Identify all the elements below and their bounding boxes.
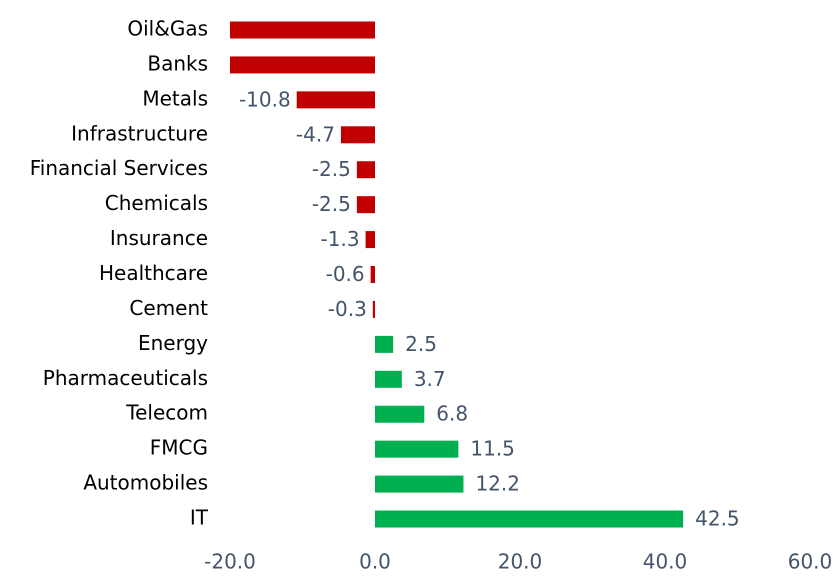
value-label: -10.8 xyxy=(239,87,291,111)
value-label: 12.2 xyxy=(475,472,520,496)
x-tick-label: -20.0 xyxy=(204,550,256,574)
value-label: -0.6 xyxy=(326,262,365,286)
bar xyxy=(375,335,394,353)
value-label: 2.5 xyxy=(405,332,437,356)
bar xyxy=(296,91,375,109)
bar xyxy=(375,440,459,458)
bar xyxy=(370,266,375,284)
bar xyxy=(340,126,375,144)
bar xyxy=(365,231,375,249)
bar xyxy=(356,196,375,214)
y-tick-label: Banks xyxy=(147,51,208,75)
y-tick-label: Chemicals xyxy=(105,191,208,215)
bar xyxy=(375,510,684,528)
x-tick-label: 20.0 xyxy=(498,550,543,574)
value-label: -1.3 xyxy=(321,227,360,251)
y-tick-label: IT xyxy=(190,506,209,530)
value-label: 11.5 xyxy=(470,437,515,461)
bar xyxy=(230,21,375,39)
bar xyxy=(230,56,375,74)
value-label: 42.5 xyxy=(695,507,740,531)
bar xyxy=(375,475,464,493)
y-tick-label: Insurance xyxy=(110,226,208,250)
x-tick-label: 0.0 xyxy=(359,550,391,574)
value-label: -2.5 xyxy=(312,157,351,181)
value-label: 3.7 xyxy=(414,367,446,391)
value-label: 6.8 xyxy=(436,402,468,426)
value-label: -2.5 xyxy=(312,192,351,216)
y-tick-label: Cement xyxy=(129,296,208,320)
bar xyxy=(375,405,425,423)
y-tick-label: Oil&Gas xyxy=(127,17,208,41)
y-tick-label: Automobiles xyxy=(83,471,208,495)
y-tick-label: Financial Services xyxy=(30,156,208,180)
y-tick-label: Healthcare xyxy=(99,261,208,285)
y-tick-label: Energy xyxy=(138,331,208,355)
y-tick-label: Pharmaceuticals xyxy=(43,366,208,390)
bar xyxy=(375,370,402,388)
y-tick-label: Telecom xyxy=(125,401,208,425)
y-tick-label: Metals xyxy=(142,86,208,110)
bar xyxy=(356,161,375,179)
y-tick-label: Infrastructure xyxy=(71,121,208,145)
bar xyxy=(372,300,375,318)
x-tick-label: 40.0 xyxy=(643,550,688,574)
y-tick-label: FMCG xyxy=(150,436,208,460)
x-tick-label: 60.0 xyxy=(788,550,833,574)
value-label: -4.7 xyxy=(296,122,335,146)
value-label: -0.3 xyxy=(328,297,367,321)
